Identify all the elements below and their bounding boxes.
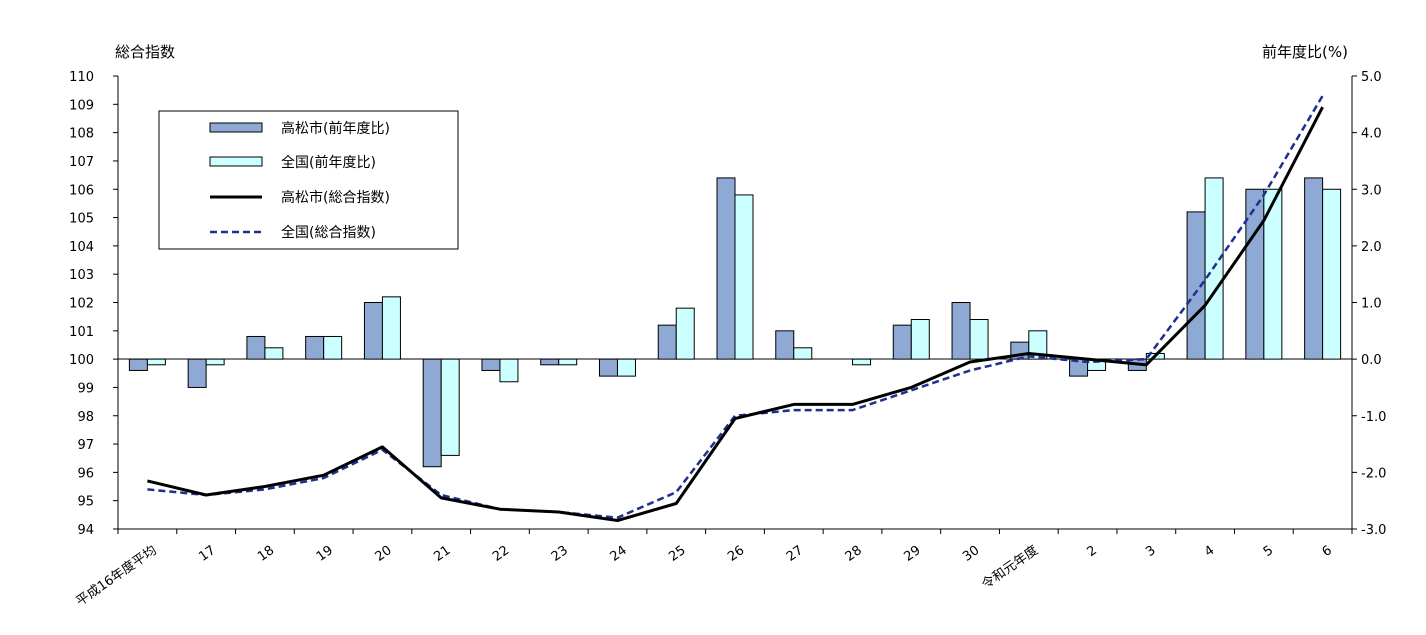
left-axis-ticks: 94 95 96 97 98 99 100 101 102 103 104 105 106 107 108 1… [69,70,118,538]
bar-takamatsu [892,324,912,360]
legend-label-takamatsu-line: 高松市(総合指数) [281,189,390,206]
bar-national [910,318,930,360]
category-label: 5 [1261,543,1276,560]
left-axis-title: 総合指数 [115,43,175,61]
left-tick-label: 98 [77,410,94,425]
left-tick-label: 94 [77,523,94,538]
left-tick-label: 100 [69,353,94,368]
bar-national [1263,188,1283,360]
left-tick-label: 103 [69,268,94,283]
category-label: 令和元年度 [979,542,1041,592]
left-tick-label: 105 [69,212,94,227]
category-label: 30 [960,543,982,565]
bar-national [852,358,872,366]
category-label: 18 [255,543,277,565]
bar-national [381,296,401,360]
bar-takamatsu [187,358,207,388]
category-label: 平成16年度平均 [73,542,160,609]
bar-national [323,335,343,360]
bar-takamatsu [657,324,677,360]
right-tick-label: 4.0 [1361,127,1382,142]
category-label: 3 [1143,543,1158,560]
bar-takamatsu [305,335,325,360]
right-tick-label: -2.0 [1361,466,1386,481]
category-label: 21 [431,543,453,565]
bar-takamatsu [716,177,736,360]
left-tick-label: 95 [77,495,94,510]
line-national-index [147,95,1324,519]
category-label: 17 [196,543,218,565]
bar-takamatsu [1304,177,1324,360]
bar-national [146,358,166,366]
bar-national [1028,330,1048,360]
bar-takamatsu [540,358,560,366]
left-tick-label: 108 [69,127,94,142]
bar-takamatsu [246,335,266,360]
left-tick-label: 96 [77,466,94,481]
bar-takamatsu [598,358,618,377]
category-label: 2 [1084,543,1099,560]
legend-swatch-national-bar [209,156,263,167]
legend-swatch-takamatsu-bar [209,122,263,133]
category-label: 27 [784,543,806,565]
right-tick-label: 2.0 [1361,240,1382,255]
bar-national [264,347,284,360]
bar-national [558,358,578,366]
category-label: 24 [608,543,630,565]
bar-takamatsu [481,358,501,371]
legend-box [158,110,459,250]
category-label: 6 [1320,543,1335,560]
category-label: 25 [666,543,688,565]
bar-takamatsu [775,330,795,360]
left-tick-label: 102 [69,297,94,312]
bar-takamatsu [422,358,442,468]
right-tick-label: -1.0 [1361,410,1386,425]
bar-national [440,358,460,456]
left-tick-label: 109 [69,98,94,113]
bar-takamatsu [363,302,383,360]
legend-label-national-bar: 全国(前年度比) [281,154,376,171]
bar-national [205,358,225,366]
category-label: 22 [490,543,512,565]
category-label: 29 [901,543,923,565]
right-tick-label: 3.0 [1361,183,1382,198]
bar-national [1322,188,1342,360]
bar-takamatsu [128,358,148,371]
left-tick-label: 99 [77,381,94,396]
bar-national [734,194,754,360]
category-label: 28 [843,543,865,565]
bar-takamatsu [1245,188,1265,360]
right-axis-title: 前年度比(%) [1262,43,1348,61]
category-label: 26 [725,543,747,565]
right-tick-label: 5.0 [1361,70,1382,85]
line-series [147,95,1324,522]
line-takamatsu-index [147,106,1324,522]
category-label: 23 [549,543,571,565]
legend-label-national-line: 全国(総合指数) [281,224,376,241]
right-tick-label: 1.0 [1361,297,1382,312]
left-tick-label: 107 [69,155,94,170]
bar-national [616,358,636,377]
category-label: 4 [1202,543,1217,560]
bar-national [675,307,695,360]
bar-takamatsu [951,302,971,360]
left-tick-label: 110 [69,70,94,85]
right-axis-ticks: -3.0 -2.0 -1.0 0.0 1.0 2.0 3.0 4.0 5.0 [1352,70,1386,538]
x-axis-ticks: 平成16年度平均 17 18 19 20 21 22 23 24 25 26 27 28 29 30令和元年… [73,529,1353,610]
right-tick-label: -3.0 [1361,523,1386,538]
category-label: 19 [314,543,336,565]
bar-national [969,318,989,360]
bar-national [793,347,813,360]
legend: 高松市(前年度比) 全国(前年度比) 高松市(総合指数) 全国(総合指数) [158,110,459,250]
bar-national [499,358,519,383]
left-tick-label: 104 [69,240,94,255]
left-tick-label: 101 [69,325,94,340]
category-label: 20 [373,543,395,565]
right-tick-label: 0.0 [1361,353,1382,368]
left-tick-label: 106 [69,183,94,198]
left-tick-label: 97 [77,438,94,453]
legend-label-takamatsu-bar: 高松市(前年度比) [281,120,390,137]
